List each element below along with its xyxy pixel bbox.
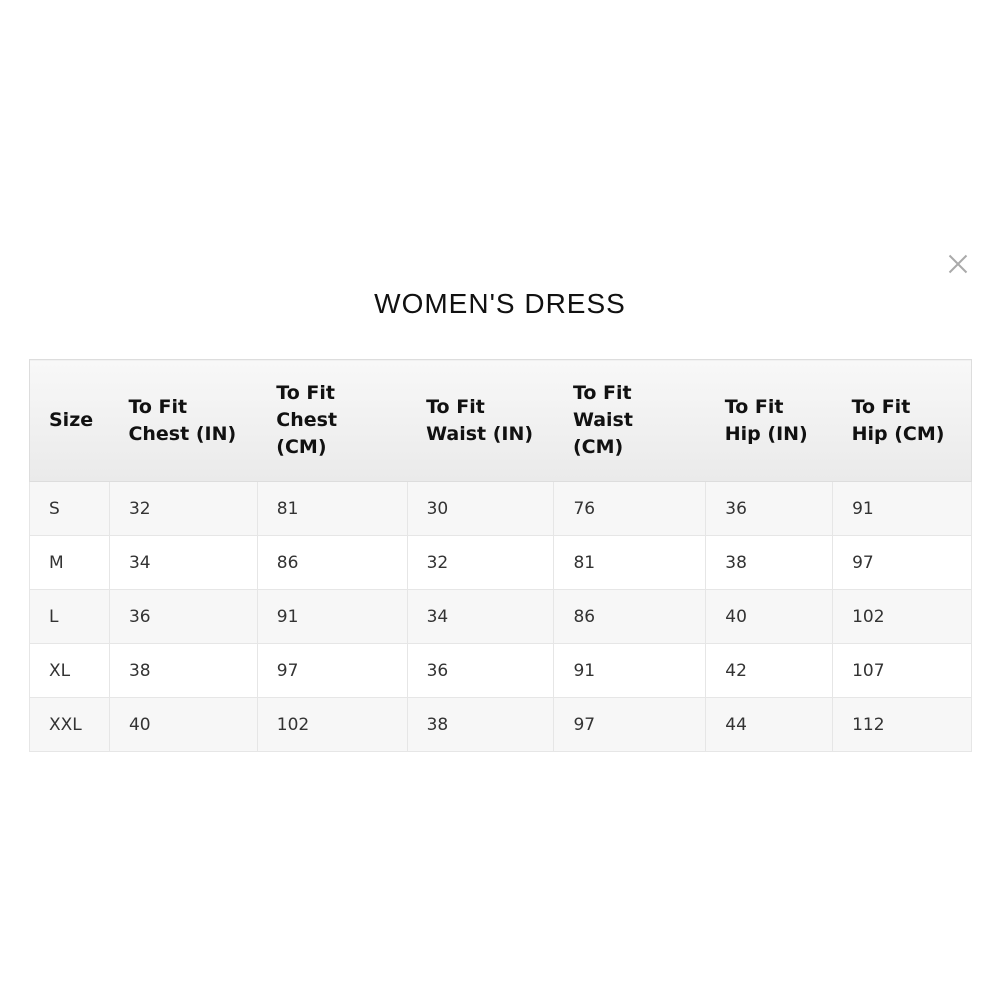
cell-hip-in: 36 <box>705 481 834 536</box>
header-waist-cm: To Fit Waist (CM) <box>553 359 706 482</box>
cell-waist-cm: 91 <box>553 643 707 698</box>
header-waist-in: To Fit Waist (IN) <box>407 359 554 482</box>
cell-chest-cm: 97 <box>256 643 408 698</box>
cell-waist-in: 32 <box>406 535 555 590</box>
table-row: L 36 91 34 86 40 102 <box>29 589 972 644</box>
table-row: M 34 86 32 81 38 97 <box>29 535 972 590</box>
cell-waist-in: 38 <box>406 697 555 752</box>
cell-size: XXL <box>29 697 110 752</box>
cell-size: L <box>29 589 110 644</box>
cell-chest-in: 40 <box>108 697 258 752</box>
cell-hip-cm: 107 <box>832 643 972 698</box>
cell-hip-cm: 91 <box>832 481 972 536</box>
cell-size: XL <box>29 643 110 698</box>
cell-hip-cm: 102 <box>832 589 972 644</box>
cell-waist-in: 36 <box>406 643 555 698</box>
cell-size: S <box>29 481 110 536</box>
cell-hip-in: 44 <box>705 697 834 752</box>
table-row: S 32 81 30 76 36 91 <box>29 481 972 536</box>
cell-size: M <box>29 535 110 590</box>
cell-hip-cm: 97 <box>832 535 972 590</box>
cell-waist-in: 30 <box>406 481 555 536</box>
header-hip-cm: To Fit Hip (CM) <box>832 359 972 482</box>
cell-chest-in: 34 <box>108 535 258 590</box>
cell-chest-cm: 81 <box>256 481 408 536</box>
header-hip-in: To Fit Hip (IN) <box>705 359 833 482</box>
cell-waist-cm: 81 <box>553 535 707 590</box>
header-chest-cm: To Fit Chest (CM) <box>257 359 408 482</box>
cell-chest-cm: 102 <box>256 697 408 752</box>
header-size: Size <box>29 359 110 482</box>
cell-hip-cm: 112 <box>832 697 972 752</box>
cell-chest-in: 36 <box>108 589 258 644</box>
cell-chest-in: 32 <box>108 481 258 536</box>
close-icon[interactable] <box>946 252 970 276</box>
cell-waist-cm: 86 <box>553 589 707 644</box>
cell-waist-in: 34 <box>406 589 555 644</box>
cell-hip-in: 38 <box>705 535 834 590</box>
header-row: Size To Fit Chest (IN) To Fit Chest (CM) To… <box>29 359 972 482</box>
cell-hip-in: 40 <box>705 589 834 644</box>
cell-chest-cm: 91 <box>256 589 408 644</box>
cell-waist-cm: 76 <box>553 481 707 536</box>
cell-waist-cm: 97 <box>553 697 707 752</box>
cell-chest-cm: 86 <box>256 535 408 590</box>
table-row: XL 38 97 36 91 42 107 <box>29 643 972 698</box>
page-title: WOMEN'S DRESS <box>374 288 626 319</box>
header-chest-in: To Fit Chest (IN) <box>109 359 258 482</box>
cell-chest-in: 38 <box>108 643 258 698</box>
cell-hip-in: 42 <box>705 643 834 698</box>
table-row: XXL 40 102 38 97 44 112 <box>29 697 972 752</box>
size-chart-table: Size To Fit Chest (IN) To Fit Chest (CM) To… <box>29 359 972 752</box>
